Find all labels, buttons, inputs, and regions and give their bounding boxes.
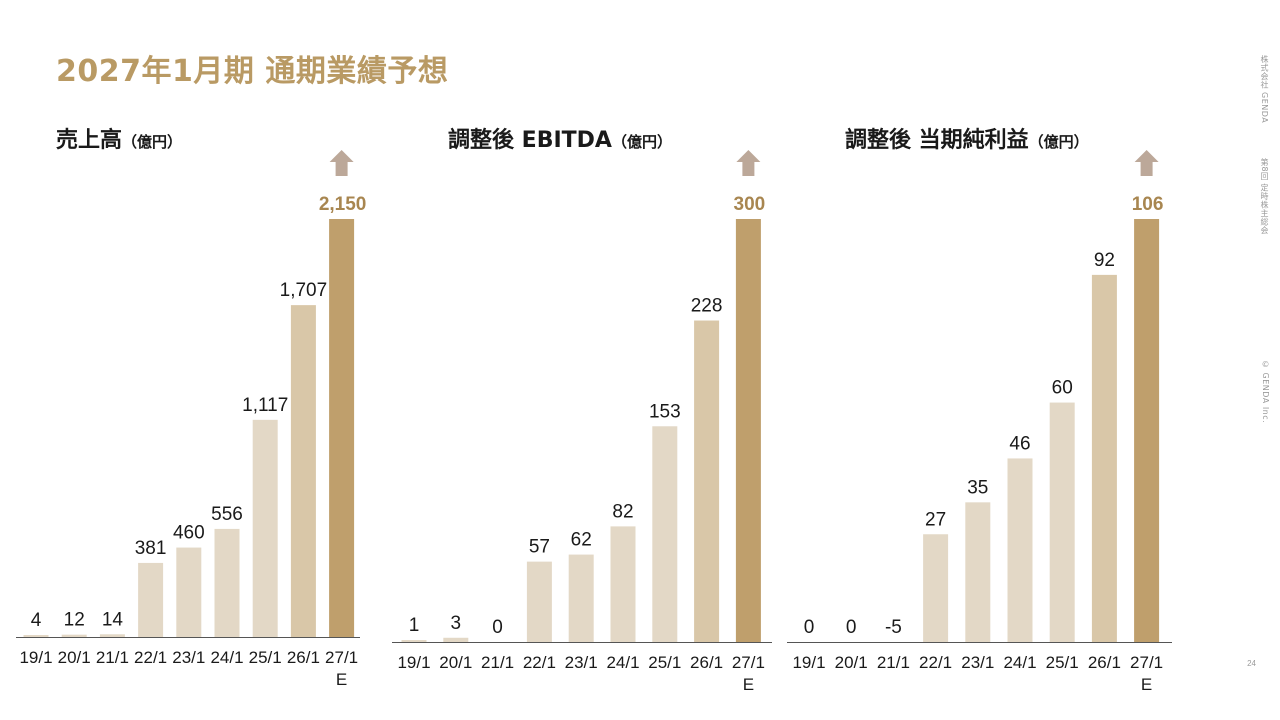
category-label-ebitda-8-line2: E xyxy=(743,675,754,694)
bar-net-income-8 xyxy=(1134,219,1160,642)
data-label-revenue-3: 381 xyxy=(135,538,167,559)
category-label-ebitda-4: 23/1 xyxy=(565,653,598,672)
data-label-revenue-7: 1,707 xyxy=(280,280,328,301)
category-label-ebitda-3: 22/1 xyxy=(523,653,556,672)
page-title: 2027年1月期 通期業績予想 xyxy=(56,54,449,89)
bar-ebitda-3 xyxy=(526,561,552,642)
chart-title-ebitda: 調整後 EBITDA（億円） xyxy=(448,122,672,154)
data-label-ebitda-8: 300 xyxy=(734,194,766,215)
data-label-ebitda-4: 62 xyxy=(571,530,592,551)
chart-title-revenue: 売上高（億円） xyxy=(56,122,182,154)
category-label-ebitda-0: 19/1 xyxy=(397,653,430,672)
chart-title-net-income-text: 調整後 当期純利益 xyxy=(845,128,1029,153)
up-arrow-icon xyxy=(736,150,761,176)
category-label-net-income-5: 24/1 xyxy=(1003,653,1036,672)
bar-ebitda-8 xyxy=(735,219,761,642)
category-label-net-income-3: 22/1 xyxy=(919,653,952,672)
bar-revenue-6 xyxy=(252,419,278,637)
bar-ebitda-7 xyxy=(694,320,720,642)
category-label-ebitda-8: 27/1 xyxy=(732,653,765,672)
data-label-revenue-2: 14 xyxy=(102,609,124,630)
category-label-ebitda-6: 25/1 xyxy=(648,653,681,672)
category-label-revenue-4: 23/1 xyxy=(172,648,205,667)
data-label-net-income-8: 106 xyxy=(1132,194,1164,215)
bar-net-income-7 xyxy=(1091,274,1117,642)
category-label-ebitda-1: 20/1 xyxy=(439,653,472,672)
data-label-revenue-8: 2,150 xyxy=(319,194,367,215)
company-name-label: 株式会社 GENDA xyxy=(1260,55,1269,124)
data-label-net-income-7: 92 xyxy=(1094,250,1115,271)
category-label-ebitda-5: 24/1 xyxy=(606,653,639,672)
data-label-revenue-0: 4 xyxy=(31,610,42,631)
chart-unit-net-income: （億円） xyxy=(1028,133,1089,151)
chart-title-net-income: 調整後 当期純利益（億円） xyxy=(845,122,1089,154)
bar-ebitda-5 xyxy=(610,526,636,642)
bar-revenue-2 xyxy=(99,634,125,637)
category-label-revenue-7: 26/1 xyxy=(287,648,320,667)
category-label-revenue-6: 25/1 xyxy=(249,648,282,667)
category-label-net-income-0: 19/1 xyxy=(792,653,825,672)
bar-revenue-3 xyxy=(138,562,164,637)
copyright-label: © GENDA Inc. xyxy=(1261,360,1270,424)
category-label-net-income-8: 27/1 xyxy=(1130,653,1163,672)
data-label-revenue-1: 12 xyxy=(64,610,85,631)
data-label-net-income-4: 35 xyxy=(967,477,988,498)
data-label-ebitda-5: 82 xyxy=(612,501,633,522)
category-label-revenue-1: 20/1 xyxy=(58,648,91,667)
chart-unit-revenue: （億円） xyxy=(122,133,183,151)
category-label-net-income-8-line2: E xyxy=(1141,675,1152,694)
data-label-revenue-4: 460 xyxy=(173,523,205,544)
bar-ebitda-0 xyxy=(401,640,427,642)
data-label-ebitda-3: 57 xyxy=(529,537,550,558)
bar-revenue-1 xyxy=(61,634,87,637)
bar-ebitda-4 xyxy=(568,554,594,642)
category-label-revenue-8-line2: E xyxy=(336,670,347,689)
category-label-revenue-3: 22/1 xyxy=(134,648,167,667)
bar-revenue-7 xyxy=(290,305,316,637)
category-label-net-income-2: 21/1 xyxy=(877,653,910,672)
data-label-ebitda-2: 0 xyxy=(492,617,503,638)
bar-ebitda-6 xyxy=(652,426,678,642)
bar-net-income-5 xyxy=(1007,458,1033,642)
category-label-net-income-6: 25/1 xyxy=(1046,653,1079,672)
bar-revenue-5 xyxy=(214,528,240,637)
data-label-ebitda-6: 153 xyxy=(649,401,681,422)
bar-net-income-6 xyxy=(1049,402,1075,642)
category-label-revenue-0: 19/1 xyxy=(19,648,52,667)
data-label-net-income-6: 60 xyxy=(1052,378,1073,399)
category-label-revenue-2: 21/1 xyxy=(96,648,129,667)
data-label-ebitda-1: 3 xyxy=(451,613,462,634)
category-label-net-income-4: 23/1 xyxy=(961,653,994,672)
category-label-net-income-7: 26/1 xyxy=(1088,653,1121,672)
category-label-net-income-1: 20/1 xyxy=(835,653,868,672)
category-label-revenue-5: 24/1 xyxy=(210,648,243,667)
data-label-ebitda-0: 1 xyxy=(409,615,420,636)
bar-revenue-4 xyxy=(176,547,202,637)
up-arrow-icon xyxy=(1134,150,1159,176)
bar-net-income-4 xyxy=(965,502,991,642)
category-label-ebitda-7: 26/1 xyxy=(690,653,723,672)
data-label-ebitda-7: 228 xyxy=(691,296,723,317)
category-label-ebitda-2: 21/1 xyxy=(481,653,514,672)
data-label-revenue-6: 1,117 xyxy=(242,395,288,416)
bar-revenue-0 xyxy=(23,635,49,637)
up-arrow-icon xyxy=(329,150,354,176)
data-label-net-income-2: -5 xyxy=(885,617,902,638)
data-label-net-income-3: 27 xyxy=(925,509,946,530)
category-label-revenue-8: 27/1 xyxy=(325,648,358,667)
page-number: 24 xyxy=(1247,659,1256,668)
data-label-net-income-0: 0 xyxy=(804,617,815,638)
chart-title-revenue-text: 売上高 xyxy=(56,128,123,153)
meeting-name-label: 第8回 定時株主総会 xyxy=(1260,158,1269,235)
data-label-revenue-5: 556 xyxy=(211,504,243,525)
bar-revenue-8 xyxy=(329,219,355,637)
data-label-net-income-1: 0 xyxy=(846,617,857,638)
chart-title-ebitda-text: 調整後 EBITDA xyxy=(448,128,612,153)
bar-net-income-3 xyxy=(923,534,949,642)
data-label-net-income-5: 46 xyxy=(1009,433,1030,454)
bar-ebitda-1 xyxy=(443,637,469,642)
chart-unit-ebitda: （億円） xyxy=(611,133,672,151)
